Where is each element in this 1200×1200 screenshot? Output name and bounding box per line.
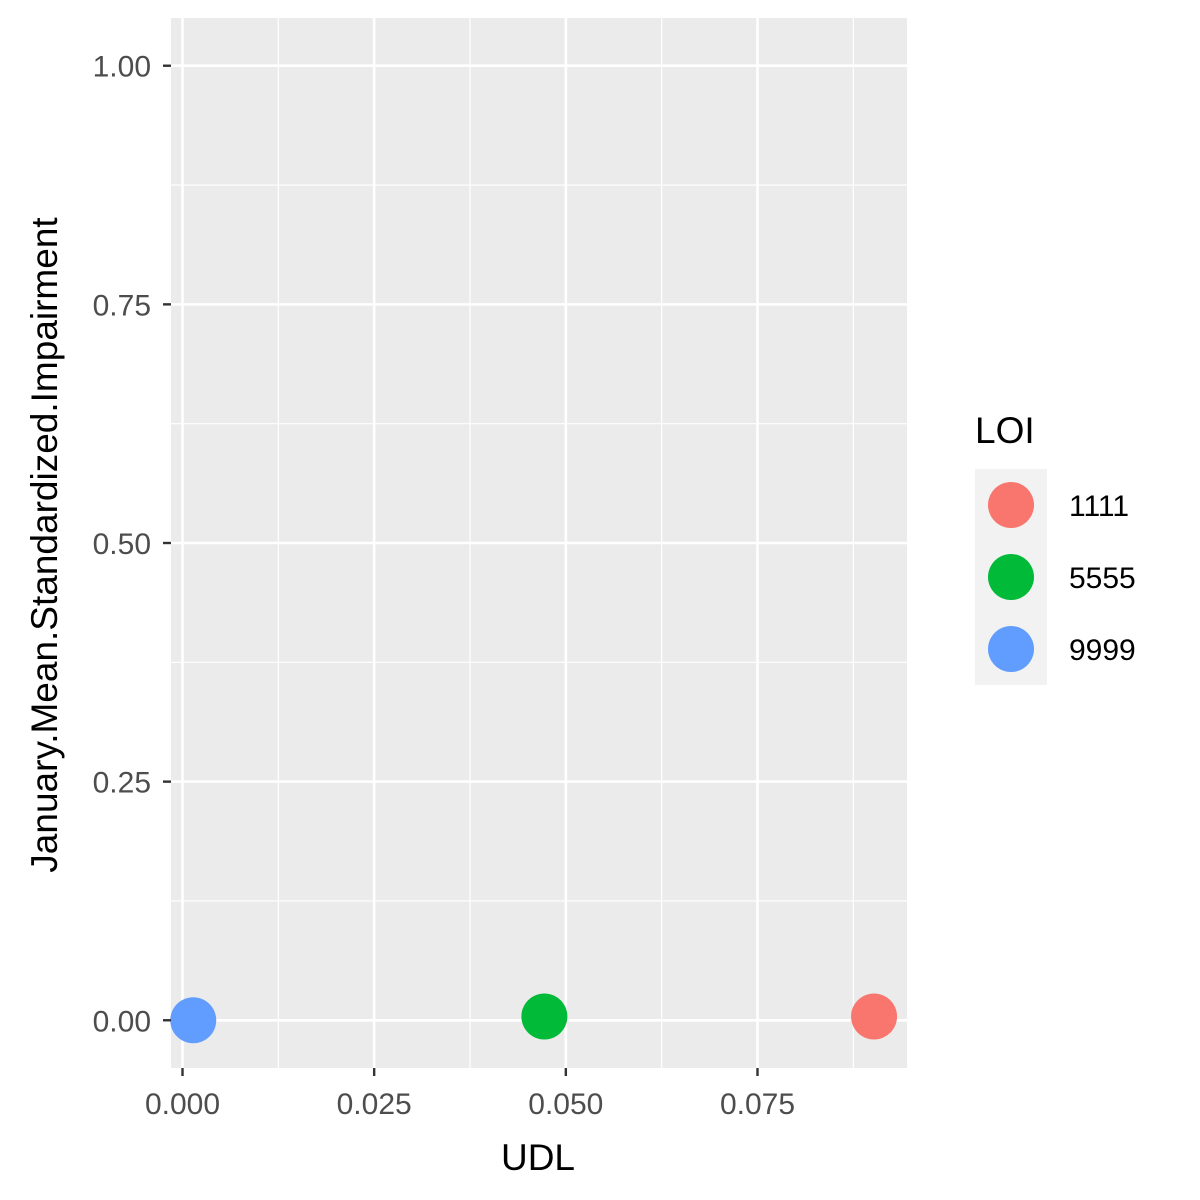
y-axis-title: January.Mean.Standardized.Impairment <box>24 217 65 873</box>
legend-key-5555 <box>988 554 1034 600</box>
legend-key-9999 <box>988 626 1034 672</box>
y-axis: 0.00 0.25 0.50 0.75 1.00 <box>93 51 171 1038</box>
legend-key-1111 <box>988 482 1034 528</box>
data-points <box>170 993 898 1044</box>
x-axis: 0.000 0.025 0.050 0.075 <box>145 1068 795 1121</box>
legend: LOI 1111 5555 9999 <box>975 410 1136 685</box>
x-axis-title: UDL <box>501 1137 575 1178</box>
legend-items: 1111 5555 9999 <box>988 482 1136 672</box>
x-tick-label: 0.025 <box>337 1088 412 1121</box>
y-tick-label: 1.00 <box>93 51 151 84</box>
x-tick-label: 0.000 <box>145 1088 220 1121</box>
legend-label-1111: 1111 <box>1069 490 1129 523</box>
legend-label-9999: 9999 <box>1069 634 1136 667</box>
y-tick-label: 0.25 <box>93 767 151 800</box>
x-tick-label: 0.050 <box>528 1088 603 1121</box>
legend-title: LOI <box>975 410 1035 451</box>
legend-label-5555: 5555 <box>1069 562 1136 595</box>
x-tick-label: 0.075 <box>720 1088 795 1121</box>
y-tick-label: 0.50 <box>93 528 151 561</box>
y-tick-label: 0.00 <box>93 1005 151 1038</box>
data-point-9999 <box>170 997 217 1044</box>
major-gridlines <box>171 18 907 1068</box>
data-point-1111 <box>851 993 898 1040</box>
y-tick-label: 0.75 <box>93 289 151 322</box>
data-point-5555 <box>521 993 568 1040</box>
